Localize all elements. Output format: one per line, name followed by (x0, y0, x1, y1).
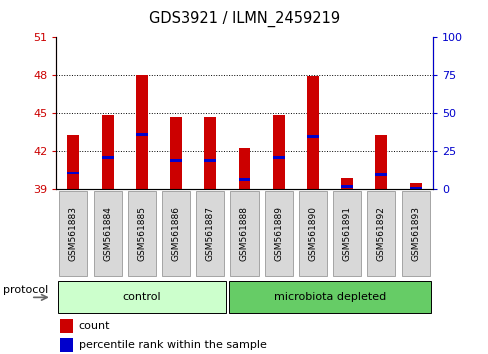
Bar (102, 115, 113, 189)
FancyBboxPatch shape (401, 191, 429, 276)
Bar (341, 178, 352, 189)
Bar (67, 171, 79, 174)
Bar (67, 135, 79, 189)
FancyBboxPatch shape (298, 191, 326, 276)
FancyBboxPatch shape (59, 191, 87, 276)
FancyBboxPatch shape (58, 281, 225, 313)
Bar (136, 75, 147, 189)
Text: GSM561890: GSM561890 (308, 206, 317, 261)
FancyBboxPatch shape (162, 191, 190, 276)
Text: GSM561887: GSM561887 (205, 206, 214, 261)
Text: GSM561886: GSM561886 (171, 206, 180, 261)
Text: microbiota depleted: microbiota depleted (273, 292, 386, 302)
Bar (306, 135, 318, 137)
Text: GSM561893: GSM561893 (410, 206, 419, 261)
Bar (170, 117, 182, 189)
Bar (204, 159, 216, 162)
FancyBboxPatch shape (196, 191, 224, 276)
Bar (375, 173, 386, 176)
Bar (136, 133, 147, 136)
FancyBboxPatch shape (332, 191, 361, 276)
Text: GDS3921 / ILMN_2459219: GDS3921 / ILMN_2459219 (149, 11, 339, 27)
Text: count: count (79, 321, 110, 331)
Bar (306, 76, 318, 189)
Bar (409, 187, 421, 189)
Bar (272, 156, 284, 159)
FancyBboxPatch shape (93, 191, 122, 276)
Bar (60, 338, 73, 352)
Bar (238, 178, 250, 181)
Bar (60, 319, 73, 333)
Bar (238, 148, 250, 189)
Text: protocol: protocol (3, 285, 48, 295)
Bar (375, 135, 386, 189)
FancyBboxPatch shape (230, 191, 258, 276)
Text: GSM561888: GSM561888 (240, 206, 248, 261)
Text: percentile rank within the sample: percentile rank within the sample (79, 340, 266, 350)
Bar (170, 159, 182, 162)
Text: control: control (122, 292, 161, 302)
Text: GSM561891: GSM561891 (342, 206, 351, 261)
Bar (272, 115, 284, 189)
FancyBboxPatch shape (127, 191, 156, 276)
Text: GSM561885: GSM561885 (137, 206, 146, 261)
Text: GSM561883: GSM561883 (69, 206, 78, 261)
Bar (341, 185, 352, 188)
FancyBboxPatch shape (264, 191, 292, 276)
FancyBboxPatch shape (366, 191, 395, 276)
Text: GSM561892: GSM561892 (376, 206, 385, 261)
Bar (204, 117, 216, 189)
Text: GSM561884: GSM561884 (103, 206, 112, 261)
Text: GSM561889: GSM561889 (274, 206, 283, 261)
Bar (102, 156, 113, 159)
FancyBboxPatch shape (228, 281, 430, 313)
Bar (409, 183, 421, 189)
